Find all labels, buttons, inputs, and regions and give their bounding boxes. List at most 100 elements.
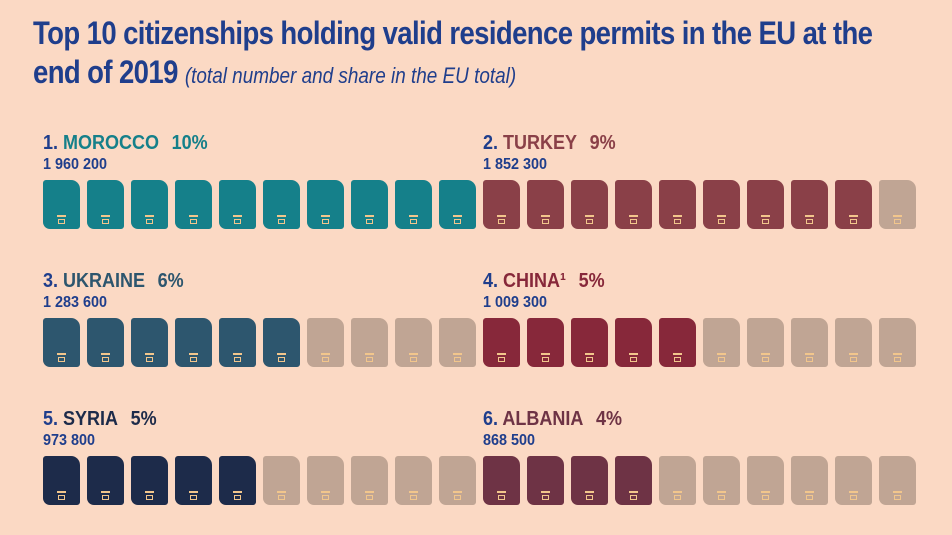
passport-icon-empty [747, 318, 784, 367]
passport-icon-filled [571, 456, 608, 505]
passport-icon-filled [615, 180, 652, 229]
passport-row [483, 318, 916, 367]
passport-icon-filled [263, 318, 300, 367]
passport-icon-empty [879, 180, 916, 229]
permit-count: 868 500 [483, 432, 536, 449]
passport-icon-filled [527, 318, 564, 367]
passport-icon-filled [43, 318, 80, 367]
passport-icon-filled [43, 456, 80, 505]
country-panel: 5. SYRIA 5% 973 800 [43, 408, 483, 535]
country-name: ALBANIA [502, 408, 584, 430]
passport-icon-filled [483, 318, 520, 367]
passport-icon-filled [307, 180, 344, 229]
subtitle: (total number and share in the EU total) [184, 63, 517, 88]
passport-icon-empty [879, 456, 916, 505]
passport-icon-filled [219, 180, 256, 229]
rank: 5. [43, 408, 59, 430]
passport-icon-empty [835, 318, 872, 367]
permit-count: 1 283 600 [43, 294, 108, 311]
country-panel: 4. CHINA¹ 5% 1 009 300 [483, 270, 923, 400]
permit-count: 973 800 [43, 432, 96, 449]
passport-icon-filled [395, 180, 432, 229]
country-panel: 1. MOROCCO 10% 1 960 200 [43, 132, 483, 262]
rank: 1. [43, 132, 59, 154]
country-heading: 5. SYRIA 5% [43, 408, 157, 431]
passport-icon-empty [791, 318, 828, 367]
percent-label: 4% [595, 408, 622, 430]
permit-count: 1 009 300 [483, 294, 548, 311]
passport-icon-empty [791, 456, 828, 505]
passport-icon-filled [131, 456, 168, 505]
rank: 4. [483, 270, 499, 292]
percent-label: 5% [578, 270, 605, 292]
passport-icon-empty [307, 456, 344, 505]
percent-label: 6% [157, 270, 184, 292]
passport-icon-filled [87, 180, 124, 229]
passport-icon-filled [703, 180, 740, 229]
passport-icon-empty [439, 318, 476, 367]
passport-icon-empty [747, 456, 784, 505]
passport-icon-filled [351, 180, 388, 229]
country-name: CHINA¹ [503, 270, 567, 292]
passport-icon-empty [263, 456, 300, 505]
passport-icon-empty [439, 456, 476, 505]
passport-icon-filled [219, 456, 256, 505]
country-heading: 2. TURKEY 9% [483, 132, 616, 155]
country-panel: 3. UKRAINE 6% 1 283 600 [43, 270, 483, 400]
country-heading: 1. MOROCCO 10% [43, 132, 208, 155]
passport-icon-empty [351, 456, 388, 505]
passport-row [483, 180, 916, 229]
passport-icon-empty [703, 318, 740, 367]
passport-icon-filled [43, 180, 80, 229]
passport-icon-filled [527, 180, 564, 229]
passport-icon-filled [835, 180, 872, 229]
passport-icon-filled [747, 180, 784, 229]
percent-label: 5% [130, 408, 157, 430]
passport-row [43, 180, 476, 229]
rank: 3. [43, 270, 59, 292]
chart-title: Top 10 citizenships holding valid reside… [33, 14, 919, 95]
passport-icon-filled [615, 318, 652, 367]
passport-icon-filled [659, 180, 696, 229]
country-name: UKRAINE [63, 270, 146, 292]
passport-icon-filled [131, 180, 168, 229]
passport-icon-empty [835, 456, 872, 505]
country-name: SYRIA [63, 408, 119, 430]
passport-icon-filled [87, 318, 124, 367]
passport-icon-filled [175, 456, 212, 505]
rank: 6. [483, 408, 499, 430]
percent-label: 9% [589, 132, 616, 154]
passport-icon-filled [615, 456, 652, 505]
passport-icon-empty [307, 318, 344, 367]
country-heading: 4. CHINA¹ 5% [483, 270, 605, 293]
passport-icon-empty [659, 456, 696, 505]
passport-icon-empty [351, 318, 388, 367]
country-heading: 3. UKRAINE 6% [43, 270, 184, 293]
passport-icon-filled [175, 180, 212, 229]
passport-icon-filled [527, 456, 564, 505]
passport-icon-filled [131, 318, 168, 367]
passport-icon-filled [439, 180, 476, 229]
passport-icon-filled [571, 180, 608, 229]
permit-count: 1 960 200 [43, 156, 108, 173]
passport-row [483, 456, 916, 505]
country-panel: 2. TURKEY 9% 1 852 300 [483, 132, 923, 262]
passport-icon-filled [219, 318, 256, 367]
passport-icon-filled [571, 318, 608, 367]
passport-icon-empty [395, 318, 432, 367]
passport-icon-filled [263, 180, 300, 229]
passport-icon-empty [395, 456, 432, 505]
passport-icon-empty [879, 318, 916, 367]
country-name: TURKEY [503, 132, 578, 154]
country-panel: 6. ALBANIA 4% 868 500 [483, 408, 923, 535]
passport-icon-filled [483, 180, 520, 229]
passport-icon-filled [175, 318, 212, 367]
percent-label: 10% [171, 132, 208, 154]
passport-icon-filled [483, 456, 520, 505]
passport-icon-filled [659, 318, 696, 367]
title-text: Top 10 citizenships holding valid reside… [33, 15, 873, 90]
country-heading: 6. ALBANIA 4% [483, 408, 622, 431]
permit-count: 1 852 300 [483, 156, 548, 173]
passport-icon-filled [87, 456, 124, 505]
